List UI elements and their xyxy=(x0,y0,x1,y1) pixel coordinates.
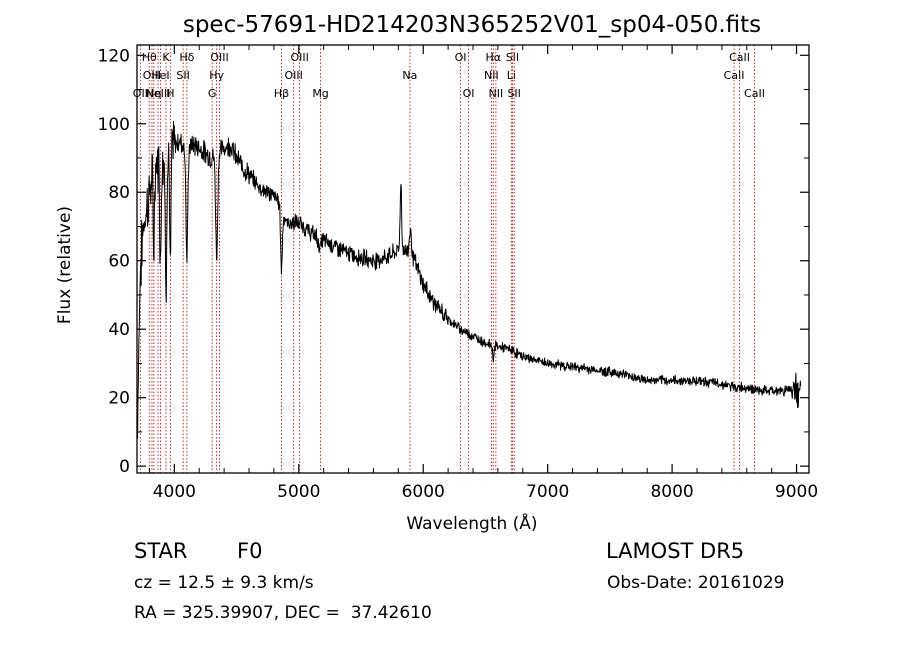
line-marker-label: OI xyxy=(455,51,467,64)
line-marker-label: NeIII xyxy=(146,87,171,100)
line-marker-label: Na xyxy=(402,69,417,82)
line-marker-label: SII xyxy=(506,51,519,64)
x-tick-label: 4000 xyxy=(153,482,196,502)
chart-title: spec-57691-HD214203N365252V01_sp04-050.f… xyxy=(183,12,761,38)
line-marker-label: CaII xyxy=(744,87,765,100)
line-marker-label: OIII xyxy=(210,51,228,64)
line-marker-label: SII xyxy=(176,69,189,82)
line-marker-label: NII xyxy=(489,87,504,100)
y-axis-label: Flux (relative) xyxy=(55,206,75,324)
y-tick-label: 40 xyxy=(108,320,130,340)
x-tick-label: 8000 xyxy=(650,482,693,502)
y-tick-label: 100 xyxy=(98,115,130,135)
axis-ticks: 4000 5000 6000 7000 8000 9000 0 20 40 60 80 100 120 xyxy=(98,45,818,502)
x-axis-label: Wavelength (Å) xyxy=(406,512,537,534)
y-tick-label: 60 xyxy=(108,252,130,272)
observation-date: Obs-Date: 20161029 xyxy=(607,573,785,593)
line-marker-label: Hδ xyxy=(179,51,194,64)
redshift-cz: cz = 12.5 ± 9.3 km/s xyxy=(134,573,314,593)
object-class: STAR xyxy=(134,539,188,563)
x-tick-label: 6000 xyxy=(402,482,445,502)
line-marker-label: OIII xyxy=(143,69,161,82)
plot-frame xyxy=(136,44,810,474)
object-subclass: F0 xyxy=(237,539,263,563)
y-tick-label: 0 xyxy=(119,457,130,477)
y-tick-label: 20 xyxy=(108,389,130,409)
line-marker-label: Mg xyxy=(312,87,328,100)
line-marker-label: SII xyxy=(507,87,520,100)
y-tick-label: 120 xyxy=(98,46,130,66)
line-marker-label: HeI xyxy=(151,69,169,82)
line-marker-label: CaII xyxy=(729,51,750,64)
line-marker-label: Li xyxy=(507,69,516,82)
survey-name: LAMOST DR5 xyxy=(606,539,745,563)
coordinates: RA = 325.39907, DEC = 37.42610 xyxy=(134,603,432,623)
line-marker-label: Hθ xyxy=(142,51,157,64)
y-tick-label: 80 xyxy=(108,183,130,203)
line-marker-label: Hβ xyxy=(274,87,289,100)
line-marker-label: OIII xyxy=(284,69,302,82)
line-marker-label: G xyxy=(208,87,217,100)
line-marker-label: H xyxy=(166,87,174,100)
line-markers: OIIHθOIIIHηNeIIIHeIKHSIIHδGHγOIIIHβOIIIO… xyxy=(133,45,765,473)
x-tick-label: 5000 xyxy=(277,482,320,502)
line-marker-label: NII xyxy=(484,69,499,82)
line-marker-label: Hη xyxy=(146,87,161,100)
line-marker-label: Hγ xyxy=(209,69,224,82)
line-marker-label: Hα xyxy=(486,51,502,64)
line-marker-label: CaII xyxy=(724,69,745,82)
spectrum-line xyxy=(136,120,802,439)
line-marker-label: OIII xyxy=(290,51,308,64)
line-marker-label: OI xyxy=(463,87,475,100)
x-tick-label: 7000 xyxy=(526,482,569,502)
x-tick-label: 9000 xyxy=(775,482,818,502)
line-marker-label: K xyxy=(162,51,170,64)
